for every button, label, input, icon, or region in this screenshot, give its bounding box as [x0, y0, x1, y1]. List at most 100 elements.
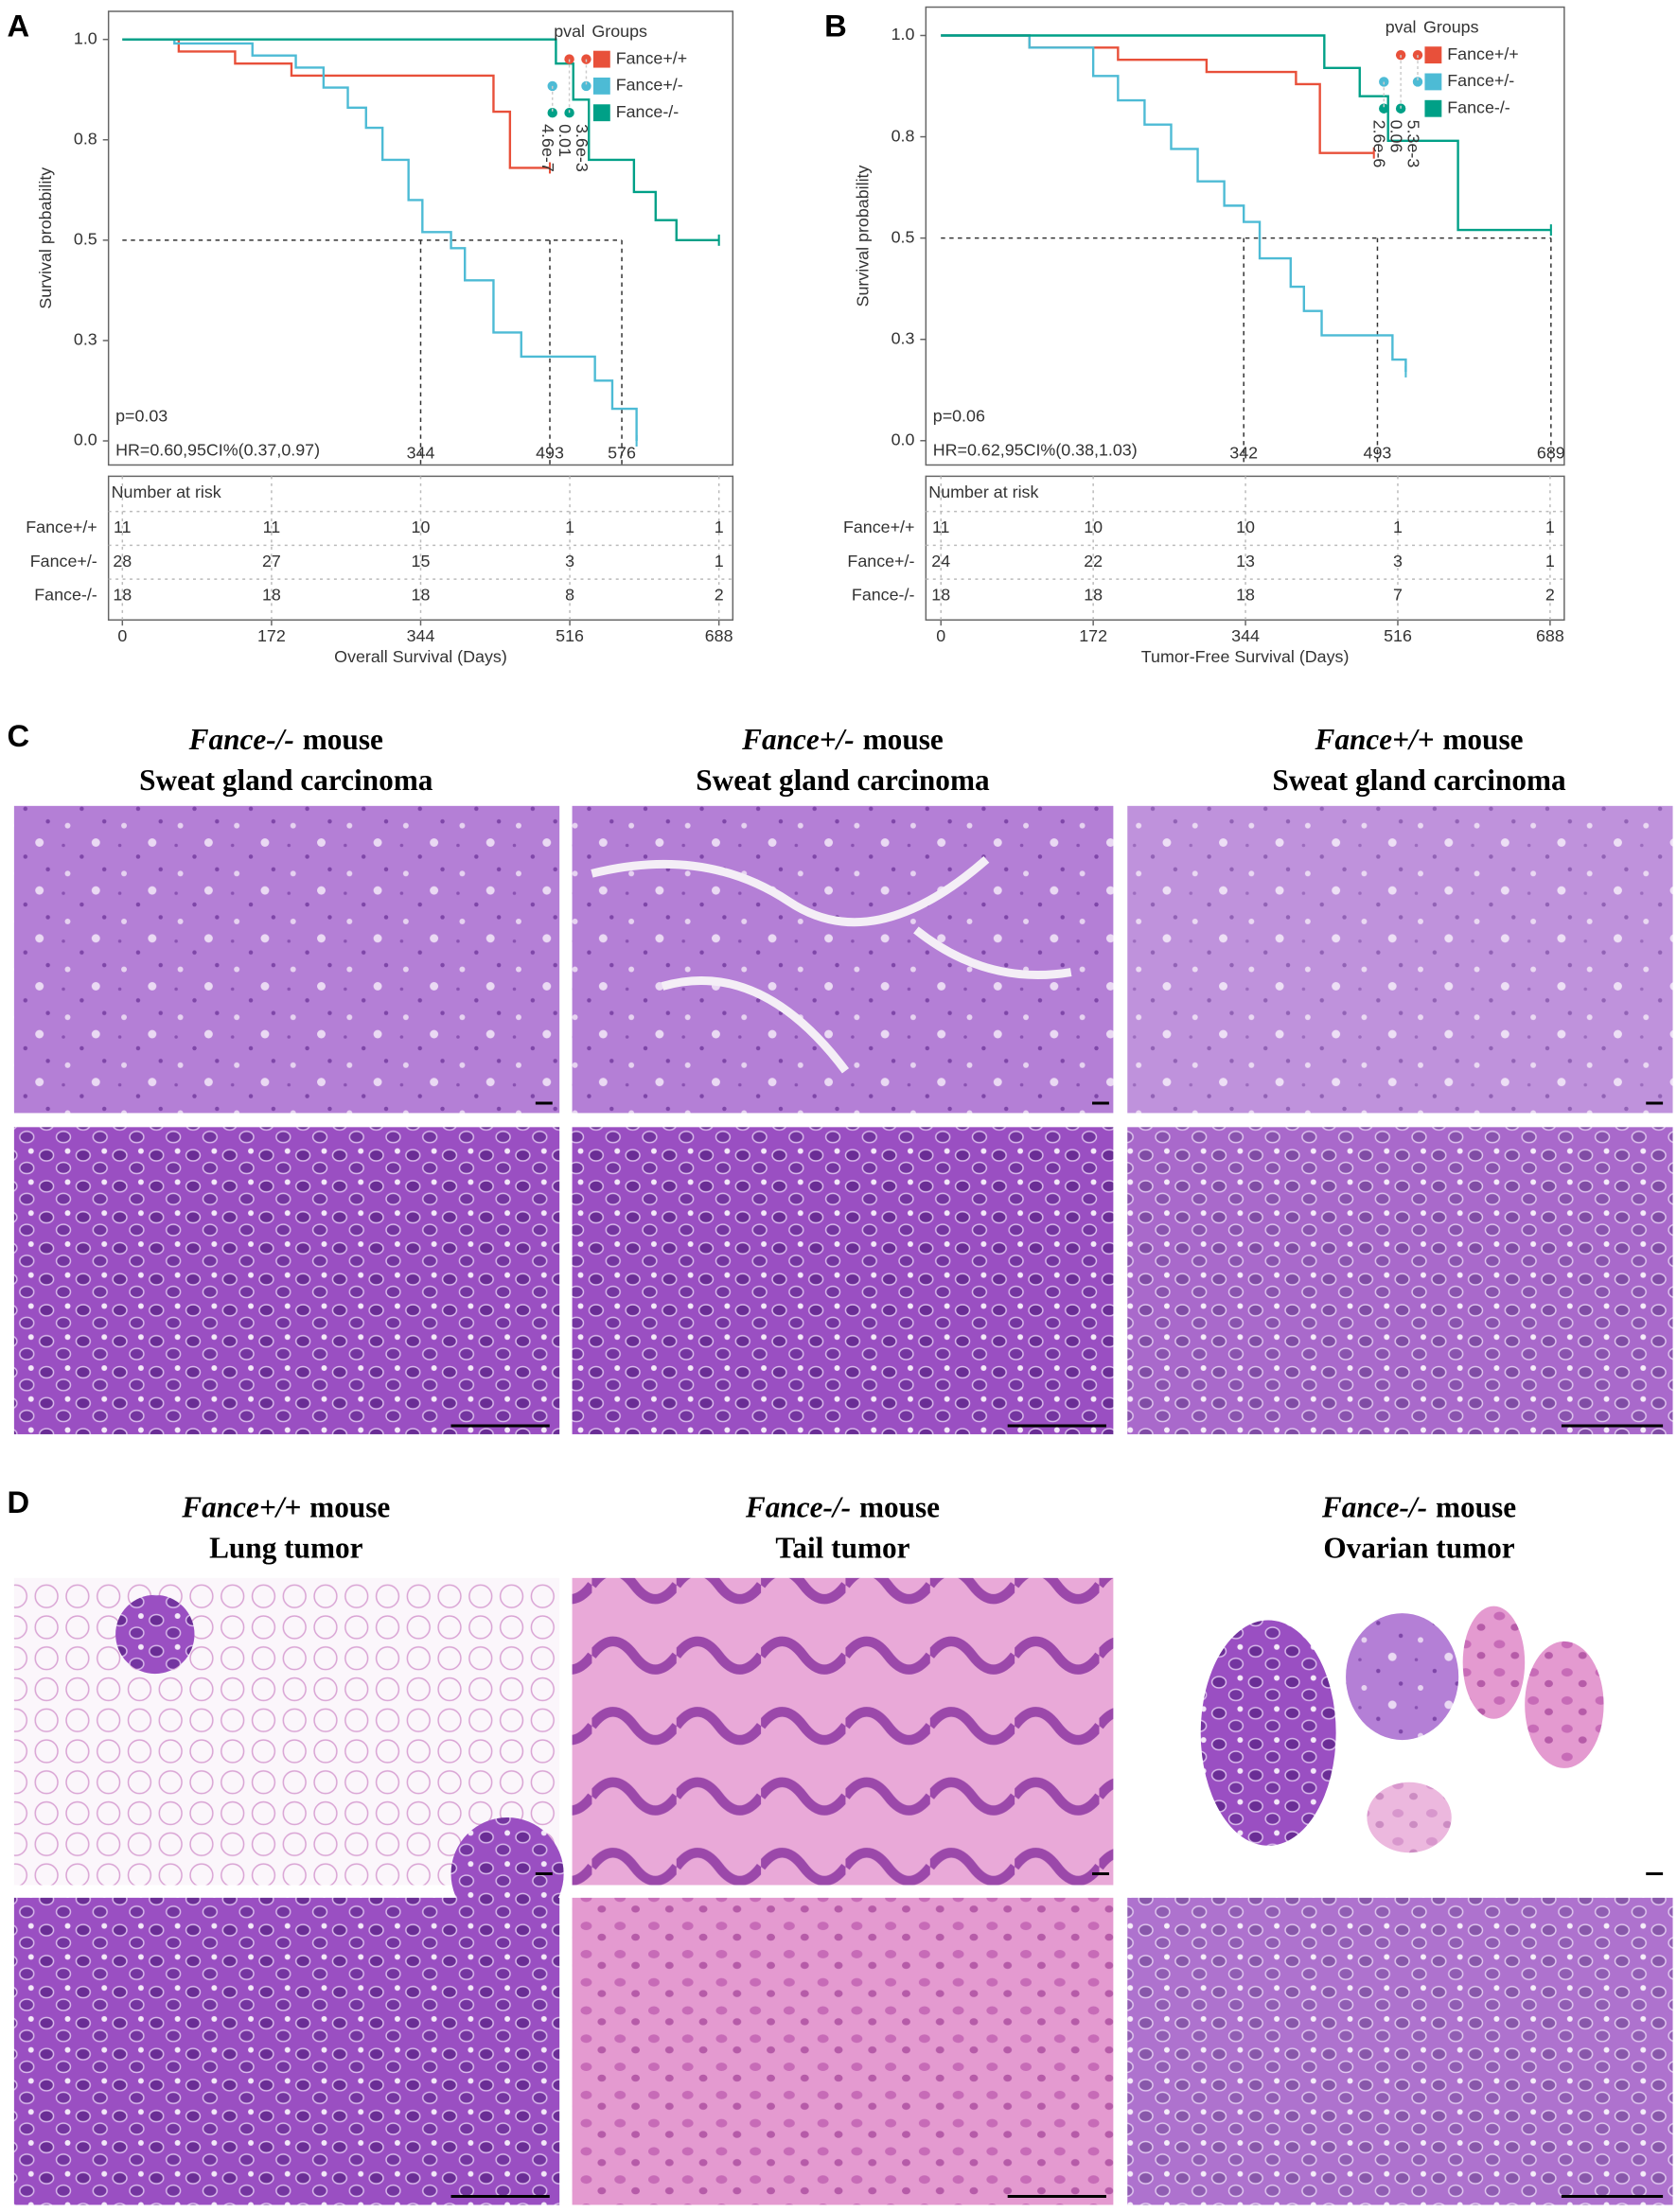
histology-image	[1127, 805, 1673, 1114]
tissue	[1525, 1641, 1604, 1768]
legend-swatch	[1424, 99, 1442, 117]
pval-dot	[1379, 103, 1389, 114]
risk-value: 10	[1236, 518, 1255, 536]
title-word: mouse	[309, 1491, 390, 1524]
pval-label: 2.6e-6	[1370, 120, 1389, 168]
risk-value: 18	[931, 586, 950, 605]
survival-curve	[941, 34, 1551, 232]
risk-row-label: Fance+/+	[843, 518, 914, 536]
histology-image	[13, 805, 560, 1114]
survival-curve	[122, 38, 719, 242]
risk-value: 18	[1236, 586, 1255, 605]
risk-value: 10	[1084, 518, 1103, 536]
risk-row-label: Fance+/-	[30, 552, 97, 571]
risk-value: 1	[715, 552, 724, 571]
annotation: HR=0.60,95CI%(0.37,0.97)	[115, 440, 320, 459]
median-label: 493	[1364, 443, 1392, 462]
survival-curve	[941, 34, 1374, 154]
pval-dot	[547, 80, 557, 92]
panel-title: Fance+/- mouse	[741, 723, 944, 756]
legend-swatch	[1424, 73, 1442, 91]
pval-dot	[1412, 77, 1423, 87]
risk-value: 11	[114, 518, 132, 536]
risk-value: 18	[113, 586, 132, 605]
title-word: mouse	[1436, 1491, 1516, 1524]
risk-value: 18	[412, 586, 431, 605]
median-label: 576	[608, 443, 636, 462]
legend-label: Fance+/+	[1447, 44, 1518, 63]
genotype: Fance+/+	[181, 1491, 301, 1524]
survival-curve	[122, 38, 551, 169]
y-tick-label: 0.8	[891, 126, 915, 145]
y-tick-label: 0.5	[74, 230, 97, 249]
panel-title: Fance+/+ mouse	[181, 1491, 390, 1524]
plot-frame	[925, 6, 1565, 466]
pval-label: 0.06	[1386, 120, 1405, 153]
risk-row-label: Fance-/-	[34, 586, 97, 605]
title-word: mouse	[1442, 723, 1523, 756]
y-tick-label: 0.5	[891, 227, 915, 246]
pval-title: pval	[554, 22, 585, 41]
genotype: Fance-/-	[188, 723, 294, 756]
risk-value: 1	[715, 518, 724, 536]
legend-swatch	[592, 104, 610, 122]
y-tick-label: 0.3	[891, 328, 915, 347]
y-tick-label: 1.0	[891, 25, 915, 44]
y-tick-label: 0.0	[74, 430, 97, 449]
risk-value: 22	[1084, 552, 1103, 571]
legend-swatch	[592, 77, 610, 95]
panel-subtitle: Sweat gland carcinoma	[139, 764, 433, 797]
legend-label: Fance+/+	[616, 48, 687, 67]
risk-title: Number at risk	[928, 483, 1038, 501]
plot-frame	[107, 10, 734, 466]
risk-value: 3	[565, 552, 574, 571]
risk-value: 7	[1393, 586, 1403, 605]
panel-letter: D	[7, 1484, 29, 1519]
x-tick-label: 172	[1079, 626, 1107, 645]
histology-grid	[13, 805, 1673, 2205]
histology-image	[13, 1127, 560, 1434]
risk-value: 1	[565, 518, 574, 536]
x-tick-label: 0	[117, 626, 127, 645]
median-label: 344	[407, 443, 435, 462]
risk-value: 11	[263, 518, 281, 536]
histology-image	[1127, 1127, 1673, 1434]
risk-value: 1	[1545, 552, 1555, 571]
y-tick-label: 0.0	[891, 430, 915, 448]
pval-label: 0.01	[556, 124, 574, 157]
risk-value: 1	[1545, 518, 1555, 536]
pval-dot	[581, 80, 591, 92]
risk-value: 2	[715, 586, 724, 605]
pval-label: 4.6e-7	[538, 124, 557, 172]
risk-value: 11	[932, 518, 950, 536]
risk-title: Number at risk	[112, 483, 221, 501]
genotype: Fance-/-	[1321, 1491, 1427, 1524]
risk-value: 1	[1393, 518, 1403, 536]
histology-image	[572, 1577, 1114, 1886]
panel-title: Fance-/- mouse	[745, 1491, 940, 1524]
pval-label: 5.3e-3	[1403, 120, 1422, 168]
median-label: 342	[1229, 443, 1258, 462]
x-axis-label: Tumor-Free Survival (Days)	[1141, 647, 1350, 666]
panel-letter: C	[7, 718, 29, 753]
risk-value: 8	[565, 586, 574, 605]
tissue	[1367, 1782, 1452, 1853]
x-tick-label: 344	[407, 626, 435, 645]
genotype: Fance-/-	[745, 1491, 851, 1524]
panel-subtitle: Tail tumor	[775, 1532, 909, 1565]
scale-bars	[450, 1101, 1664, 2199]
genotype: Fance+/+	[1314, 723, 1434, 756]
y-axis-label: Survival probability	[854, 165, 873, 307]
panel-letter: B	[824, 9, 847, 44]
risk-value: 18	[262, 586, 281, 605]
median-label: 689	[1537, 443, 1565, 462]
tissue	[1200, 1620, 1336, 1846]
panel-letter: A	[7, 9, 29, 44]
histology-image	[13, 1897, 560, 2205]
annotation: p=0.06	[933, 407, 985, 426]
survival-curve	[122, 38, 638, 442]
risk-value: 15	[412, 552, 431, 571]
y-tick-label: 1.0	[74, 28, 97, 47]
median-label: 493	[536, 443, 564, 462]
pval-label: 3.6e-3	[573, 124, 591, 172]
